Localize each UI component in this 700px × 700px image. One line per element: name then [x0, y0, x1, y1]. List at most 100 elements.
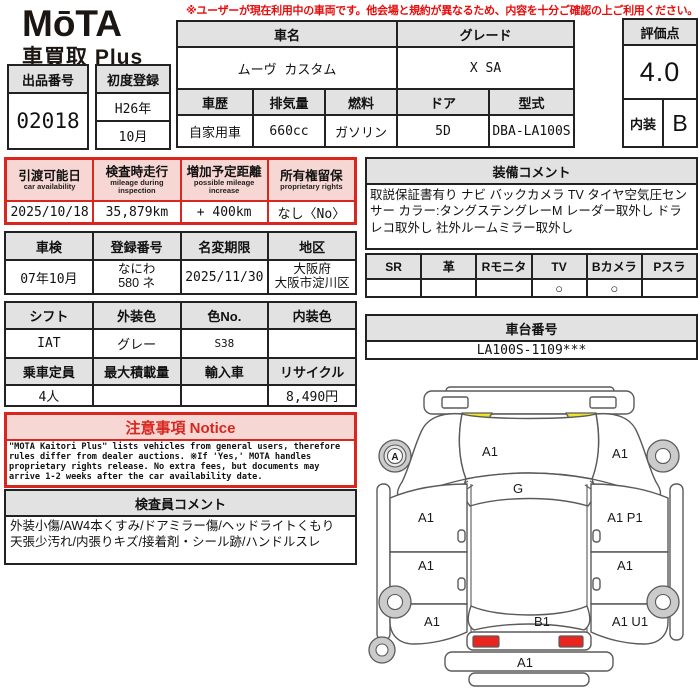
right-sill: [669, 483, 684, 641]
mileage-label-jp: 検査時走行: [105, 164, 169, 179]
spec-table: シフト 外装色 色No. 内装色 IAT グレー S38 乗車定員 最大積載量 …: [4, 301, 357, 407]
score-box: 評価点 4.0 内装 B: [622, 18, 698, 148]
mileage-increase-label: 増加予定距離 possible mileage increase: [181, 160, 267, 200]
right-quarter-code: A1 U1: [612, 614, 648, 629]
hood-code: A1: [482, 444, 498, 459]
rear-right-wheel: [646, 585, 680, 619]
mileage-label-en: mileage during inspection: [110, 177, 164, 195]
flag-rmonitor-label: Rモニタ: [477, 255, 531, 278]
right-front-door-handle: [592, 529, 601, 543]
door-label: ドア: [398, 90, 488, 114]
door-value: 5D: [398, 116, 488, 146]
windshield: [463, 472, 595, 507]
rear-gate-code: B1: [534, 614, 550, 629]
front-left-wheel: A: [378, 439, 412, 473]
flag-leather-value: [422, 280, 476, 296]
chassis-number-value: LA100S-1109***: [367, 342, 696, 358]
availability-date-label-jp: 引渡可能日: [18, 168, 81, 183]
rear-gate: [467, 605, 591, 631]
left-front-door-handle: [457, 529, 466, 543]
score-label: 評価点: [624, 20, 696, 44]
logo-subtitle: 車買取 Plus: [22, 46, 144, 70]
color-no-label: 色No.: [181, 303, 268, 328]
exterior-color-label: 外装色: [93, 303, 180, 328]
recycle-value: 8,490円: [269, 386, 355, 405]
right-front-fender-code: A1: [612, 446, 628, 461]
spare-tire: [368, 636, 396, 664]
damage-diagram: A A1 A1 G A1 A1 P1 A1 A1 A1 B1 A1 U1 A1: [368, 386, 684, 687]
mileage-increase-value: + 400km: [181, 202, 267, 222]
top-warning-text: ※ユーザーが現在利用中の車両です。他会場と規約が異なるため、内容を十分ご確認の上…: [186, 5, 698, 17]
wheel-mark-label: A: [391, 452, 398, 463]
left-quarter-code: A1: [424, 614, 440, 629]
proprietary-rights-label-jp: 所有権留保: [280, 168, 343, 183]
lot-number-value: 02018: [9, 94, 87, 148]
shaken-table: 車検 登録番号 名変期限 地区 07年10月 なにわ 580 ネ 2025/11…: [4, 231, 357, 295]
mileage-increase-label-jp: 増加予定距離: [186, 164, 262, 179]
logo-title: MōTA: [22, 3, 122, 44]
inspector-comment-body: 外装小傷/AW4本くすみ/ドアミラー傷/ヘッドライトくもり 天張少汚れ/内張りキ…: [6, 517, 355, 563]
flag-tv-label: TV: [532, 255, 586, 278]
model-value: DBA-LA100S: [490, 116, 573, 146]
import-value: [181, 386, 268, 405]
flag-tv-value: ○: [532, 280, 586, 296]
shaken-label: 車検: [6, 233, 92, 259]
district-value: 大阪府 大阪市淀川区: [269, 261, 355, 293]
left-front-door-code: A1: [418, 510, 434, 525]
score-value: 4.0: [624, 46, 696, 98]
proprietary-rights-label-en: proprietary rights: [280, 181, 343, 191]
availability-date-label-en: car availability: [23, 181, 76, 191]
right-quarter-panel: [590, 603, 669, 645]
mileage-label: 検査時走行 mileage during inspection: [94, 160, 180, 200]
front-bumper-left-lamp: [441, 396, 469, 409]
model-label: 型式: [490, 90, 573, 114]
windshield-code: G: [513, 481, 523, 496]
front-right-wheel: [646, 439, 680, 473]
rear-bumper: [444, 651, 614, 672]
inspector-comment-title: 検査員コメント: [6, 491, 355, 515]
rear-bumper-code: A1: [517, 655, 533, 670]
vehicle-table: 車名 グレード ムーヴ カスタム X SA 車歴 排気量 燃料 ドア 型式 自家…: [176, 20, 575, 148]
name-change-deadline-label: 名変期限: [181, 233, 268, 259]
flag-bcamera-label: Bカメラ: [587, 255, 641, 278]
flag-leather-label: 革: [422, 255, 476, 278]
left-rear-door-handle: [457, 577, 466, 591]
right-rear-door-handle: [592, 577, 601, 591]
name-change-deadline-value: 2025/11/30: [181, 261, 268, 293]
shaken-value: 07年10月: [6, 261, 92, 293]
import-label: 輸入車: [181, 359, 268, 384]
flag-rmonitor-value: [477, 280, 531, 296]
flag-bcamera-value: ○: [587, 280, 641, 296]
payload-value: [93, 386, 180, 405]
right-front-door: [590, 483, 669, 553]
mota-logo: MōTA 車買取 Plus: [22, 3, 172, 71]
registration-number-value: なにわ 580 ネ: [93, 261, 180, 293]
availability-date-value: 2025/10/18: [7, 202, 93, 222]
left-rear-door-code: A1: [418, 558, 434, 573]
payload-label: 最大積載量: [93, 359, 180, 384]
history-value: 自家用車: [178, 116, 252, 146]
color-no-value: S38: [181, 330, 268, 357]
equipment-flags-table: SR 革 Rモニタ TV Bカメラ Pスラ ○ ○: [365, 253, 698, 298]
recycle-label: リサイクル: [269, 359, 355, 384]
left-front-door: [389, 483, 468, 553]
capacity-value: 4人: [6, 386, 92, 405]
registration-number-label: 登録番号: [93, 233, 180, 259]
fuel-label: 燃料: [326, 90, 396, 114]
district-label: 地区: [269, 233, 355, 259]
shift-value: IAT: [6, 330, 92, 357]
left-quarter-panel: [389, 603, 468, 645]
interior-color-label: 内装色: [269, 303, 355, 328]
right-rear-door-code: A1: [617, 558, 633, 573]
interior-grade-value: B: [664, 100, 696, 146]
front-bumper-right-lamp: [589, 396, 617, 409]
rear-lower-bar: [468, 672, 590, 687]
interior-color-value: [269, 330, 355, 357]
lot-number-box: 出品番号 02018: [7, 64, 89, 150]
chassis-number-box: 車台番号 LA100S-1109***: [365, 314, 698, 360]
interior-label: 内装: [624, 100, 662, 146]
mileage-increase-label-en: possible mileage increase: [193, 177, 255, 195]
right-front-door-code: A1 P1: [607, 510, 642, 525]
chassis-number-title: 車台番号: [367, 316, 696, 340]
